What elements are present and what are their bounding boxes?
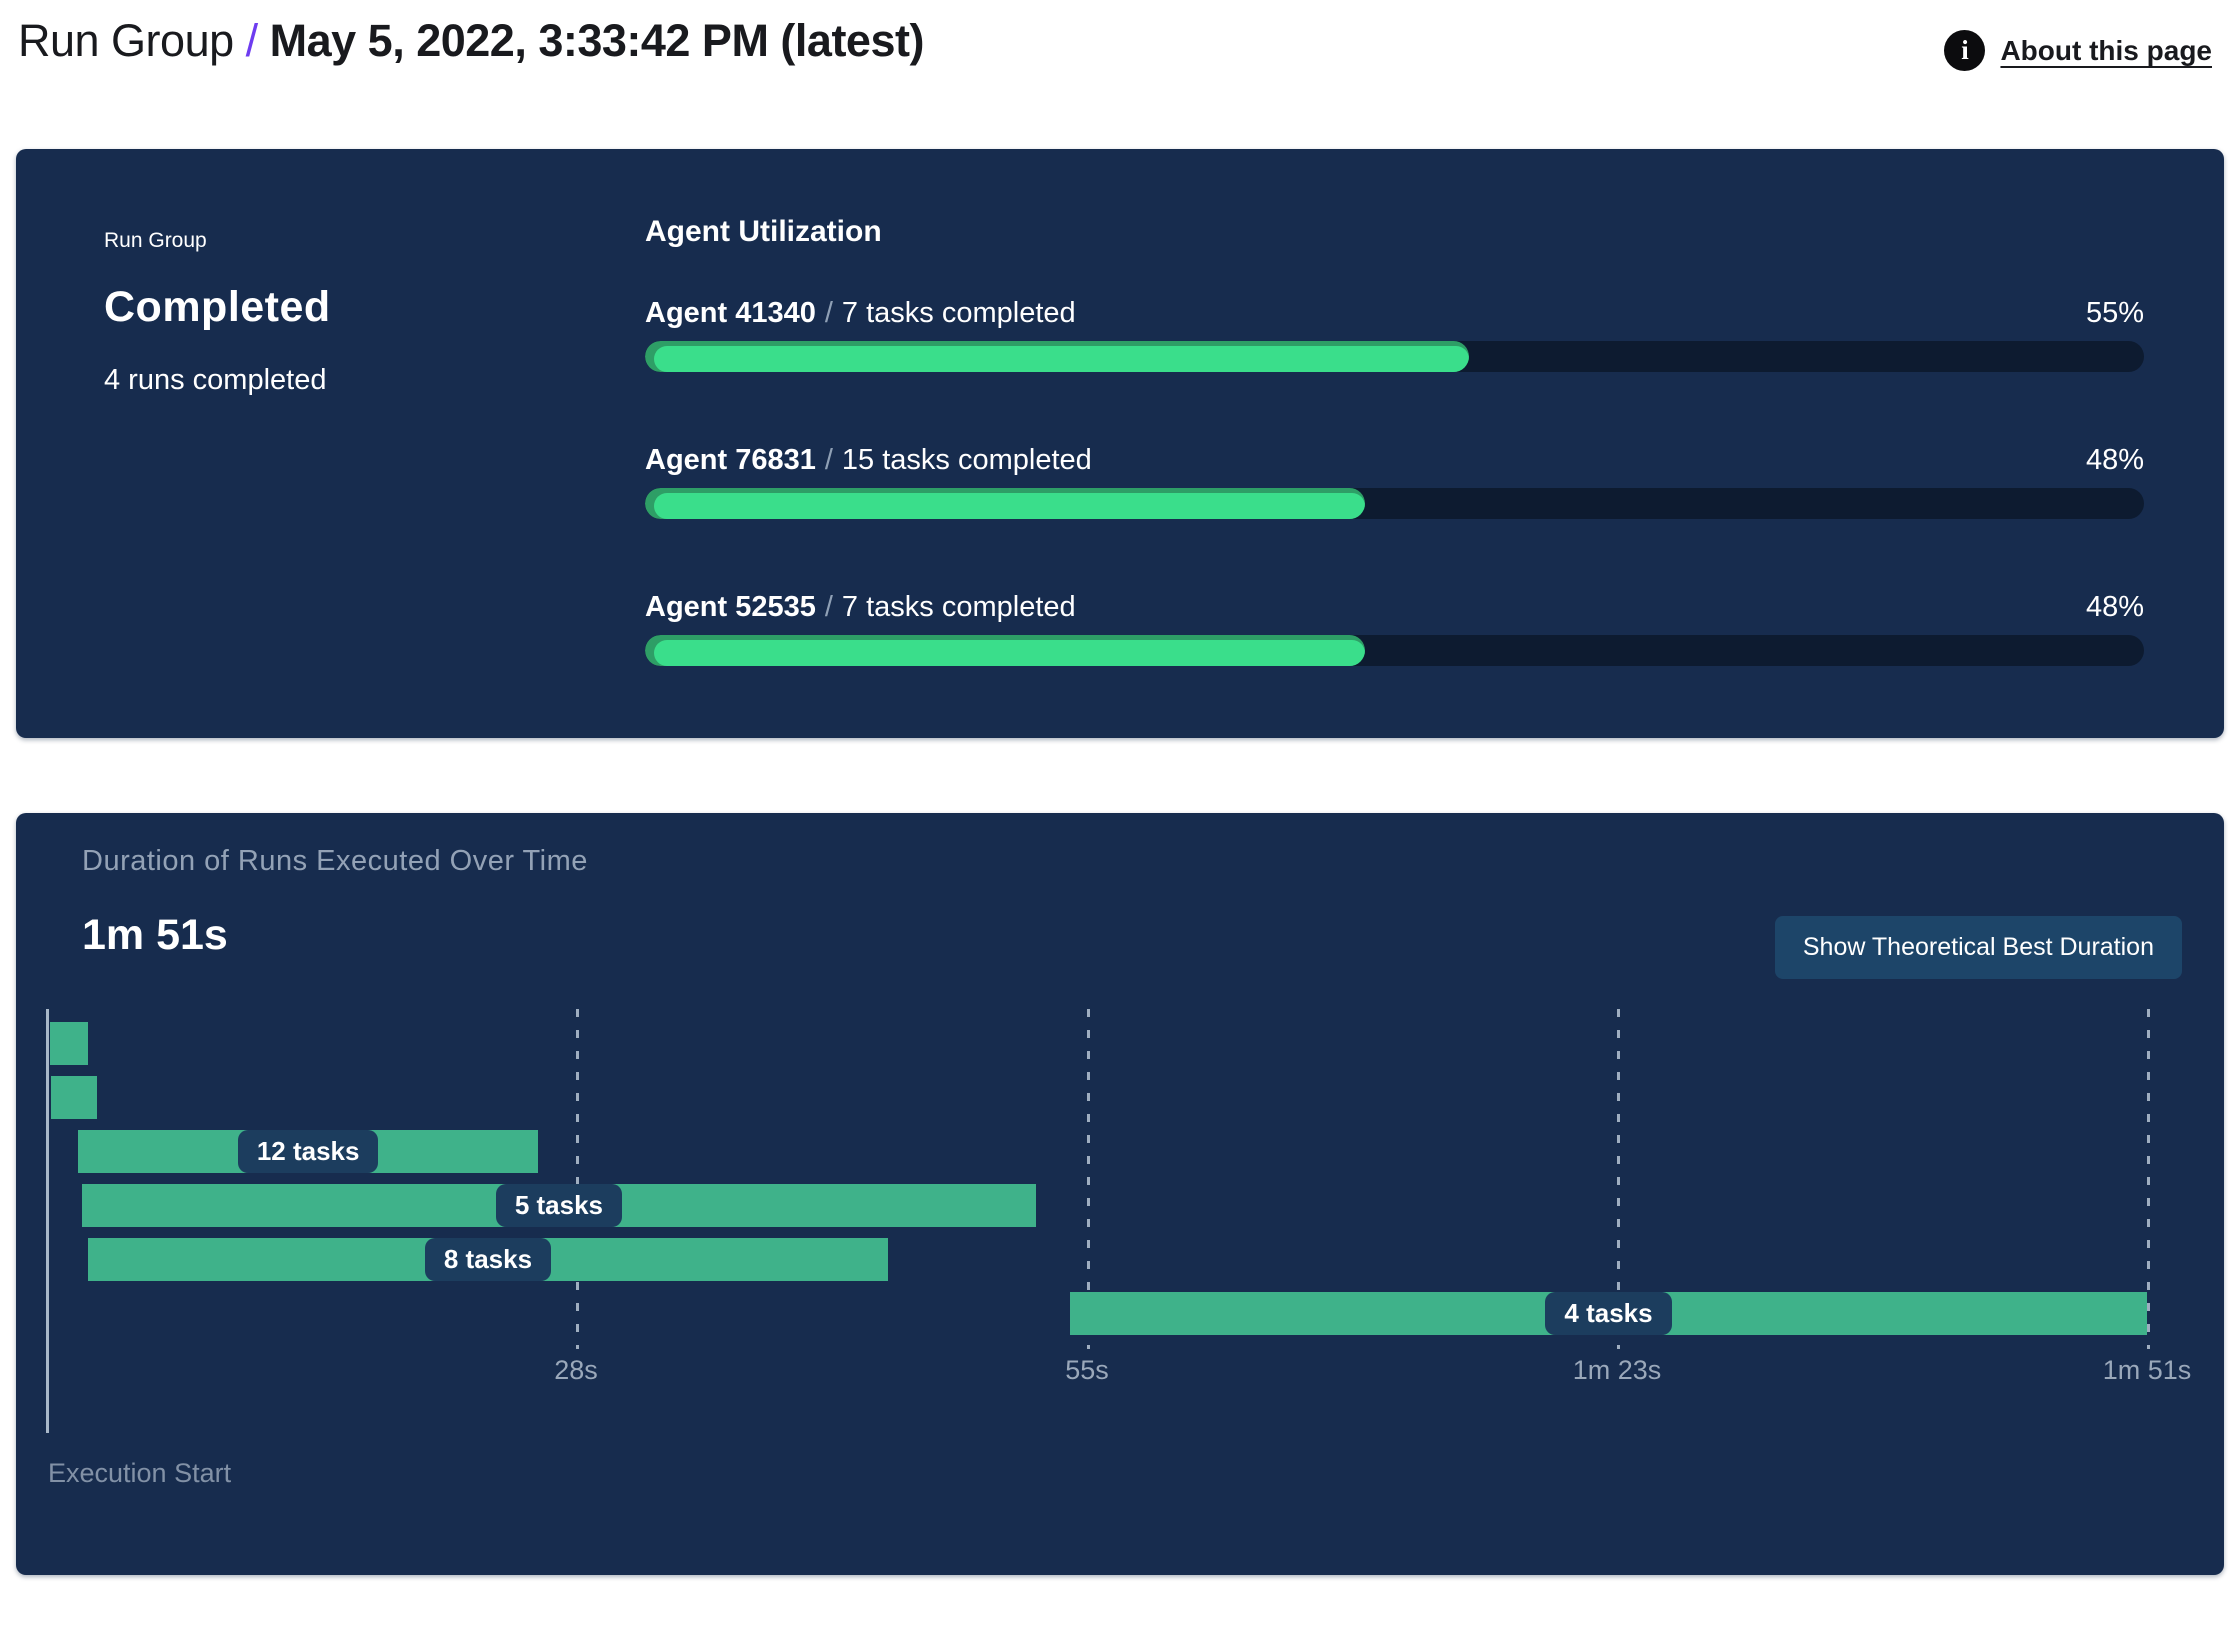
agent-tasks: 15 tasks completed <box>841 444 1092 476</box>
total-duration-value: 1m 51s <box>82 911 228 959</box>
duration-panel: Duration of Runs Executed Over Time 1m 5… <box>16 813 2224 1575</box>
gridline <box>1087 1009 1091 1349</box>
show-theoretical-best-duration-button[interactable]: Show Theoretical Best Duration <box>1774 916 2182 979</box>
run-group-status-panel: Run Group Completed 4 runs completed Age… <box>16 149 2224 738</box>
agent-utilization-row: Agent 76831/15 tasks completed 48% <box>645 444 2144 519</box>
execution-start-axis-line <box>46 1009 49 1433</box>
page-title: Run Group / May 5, 2022, 3:33:42 PM (lates… <box>18 12 924 71</box>
task-count-pill: 12 tasks <box>237 1130 379 1173</box>
gridline <box>1617 1009 1621 1349</box>
execution-start-label: Execution Start <box>48 1458 232 1488</box>
status-eyebrow: Run Group <box>104 229 207 252</box>
utilization-progress-fill <box>645 488 1365 519</box>
status-value: Completed <box>104 283 331 331</box>
axis-tick-label: 1m 23s <box>1572 1355 1662 1385</box>
run-timestamp-title: May 5, 2022, 3:33:42 PM (latest) <box>269 15 925 66</box>
gantt-bar[interactable] <box>49 1022 88 1065</box>
agent-separator: / <box>824 444 833 476</box>
gridline <box>575 1009 579 1349</box>
info-icon[interactable]: i <box>1944 30 1986 71</box>
agent-label: Agent 76831/15 tasks completed <box>645 444 1092 477</box>
page-header: Run Group / May 5, 2022, 3:33:42 PM (lates… <box>0 0 2240 71</box>
agent-label: Agent 52535/7 tasks completed <box>645 591 1076 624</box>
agent-utilization-row: Agent 41340/7 tasks completed 55% <box>645 297 2144 372</box>
agent-tasks: 7 tasks completed <box>841 591 1076 623</box>
utilization-progress-track <box>645 341 2144 372</box>
gantt-bar[interactable]: 8 tasks <box>87 1238 889 1281</box>
agent-label: Agent 41340/7 tasks completed <box>645 297 1076 330</box>
breadcrumb-root: Run Group <box>18 15 234 66</box>
agent-utilization-title: Agent Utilization <box>645 215 882 248</box>
axis-tick-label: 1m 51s <box>2102 1355 2192 1385</box>
agent-percent: 55% <box>2085 297 2144 329</box>
agent-tasks: 7 tasks completed <box>841 297 1076 329</box>
agent-name: Agent 41340 <box>645 297 816 329</box>
duration-chart: Execution Start 28s 55s 1m 23s 1m 51s 12 tas… <box>46 1009 2191 1529</box>
agent-name: Agent 76831 <box>645 444 816 476</box>
axis-tick-label: 28s <box>554 1355 598 1385</box>
agent-percent: 48% <box>2085 591 2144 623</box>
breadcrumb-separator: / <box>245 15 259 66</box>
task-count-pill: 8 tasks <box>424 1238 552 1281</box>
task-count-pill: 5 tasks <box>495 1184 623 1227</box>
agent-utilization-row: Agent 52535/7 tasks completed 48% <box>645 591 2144 666</box>
agent-separator: / <box>824 591 833 623</box>
agent-utilization-section: Agent Utilization Agent 41340/7 tasks co… <box>645 215 2144 738</box>
status-subtitle: 4 runs completed <box>104 364 327 396</box>
axis-tick-label: 55s <box>1065 1355 1109 1385</box>
agent-percent: 48% <box>2085 444 2144 476</box>
task-count-pill: 4 tasks <box>1545 1292 1672 1335</box>
gridline <box>2147 1009 2150 1349</box>
utilization-progress-fill <box>645 635 1365 666</box>
gantt-bar[interactable] <box>50 1076 98 1119</box>
about-this-page: i About this page <box>1944 30 2212 71</box>
agent-name: Agent 52535 <box>645 591 816 623</box>
duration-chart-title: Duration of Runs Executed Over Time <box>82 845 588 877</box>
utilization-progress-track <box>645 635 2144 666</box>
utilization-progress-track <box>645 488 2144 519</box>
gantt-bar[interactable]: 5 tasks <box>81 1184 1036 1227</box>
run-group-status: Run Group Completed 4 runs completed <box>104 215 645 738</box>
agent-separator: / <box>824 297 833 329</box>
gantt-bar[interactable]: 4 tasks <box>1070 1292 2147 1335</box>
gantt-bar[interactable]: 12 tasks <box>78 1130 539 1173</box>
about-page-link[interactable]: About this page <box>2000 34 2212 66</box>
utilization-progress-fill <box>645 341 1470 372</box>
